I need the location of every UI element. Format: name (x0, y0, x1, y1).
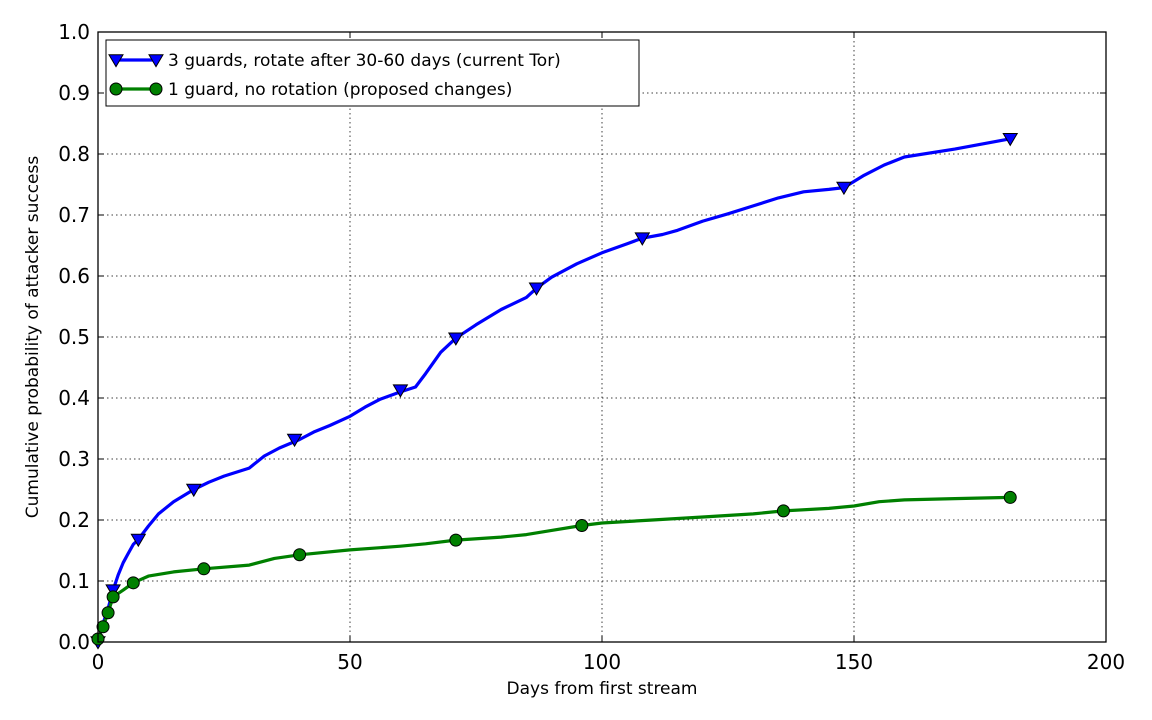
x-axis-label: Days from first stream (507, 679, 698, 699)
data-marker-circle (1003, 490, 1017, 504)
y-tick-label: 0.0 (58, 630, 90, 654)
legend-marker-circle (109, 82, 123, 96)
y-axis-label: Cumulative probability of attacker succe… (23, 156, 43, 519)
tick-layer: 0 50 100 150 200 0.0 0.1 0.2 0.3 0.4 0.5 0.6 0.7 0.8 0… (58, 20, 1125, 674)
x-tick-label: 200 (1087, 650, 1125, 674)
x-tick-label: 150 (835, 650, 873, 674)
x-tick-label: 50 (337, 650, 362, 674)
legend-marker-circle-right (149, 82, 163, 96)
data-marker-circle (776, 504, 790, 518)
y-tick-label: 0.6 (58, 264, 90, 288)
series-line-0 (96, 137, 1012, 644)
y-tick-label: 1.0 (58, 20, 90, 44)
data-marker-triangle (1002, 133, 1019, 147)
data-marker-triangle (634, 232, 651, 246)
y-tick-label: 0.1 (58, 569, 90, 593)
legend-label-blue: 3 guards, rotate after 30-60 days (curre… (168, 51, 561, 71)
data-marker-circle (101, 606, 115, 620)
data-marker-circle (575, 518, 589, 532)
data-marker-triangle (447, 332, 464, 346)
data-marker-circle (106, 590, 120, 604)
legend-box (105, 39, 640, 107)
data-marker-triangle (836, 181, 852, 196)
data-marker-triangle (185, 483, 202, 498)
data-marker-circle (197, 562, 211, 576)
legend-entry-green: 1 guard, no rotation (proposed changes) (109, 80, 512, 100)
data-marker-triangle (130, 533, 147, 548)
x-tick-label: 0 (92, 650, 105, 674)
data-marker-triangle (392, 384, 409, 398)
data-marker-triangle (286, 433, 303, 448)
y-tick-label: 0.9 (58, 81, 90, 105)
legend-label-green: 1 guard, no rotation (proposed changes) (168, 80, 512, 100)
y-tick-label: 0.8 (58, 142, 90, 166)
y-tick-label: 0.7 (58, 203, 90, 227)
series-layer (90, 133, 1019, 650)
data-marker-circle (293, 548, 307, 562)
x-tick-label: 100 (583, 650, 621, 674)
series-line-1 (96, 495, 1012, 641)
data-marker-triangle (528, 282, 545, 296)
grid-layer (98, 32, 1106, 642)
legend-marker-triangle (108, 54, 164, 68)
legend-entry-blue: 3 guards, rotate after 30-60 days (curre… (108, 51, 561, 71)
y-tick-label: 0.5 (58, 325, 90, 349)
y-tick-label: 0.2 (58, 508, 90, 532)
data-marker-circle (126, 576, 140, 590)
legend: 3 guards, rotate after 30-60 days (curre… (105, 39, 640, 107)
y-tick-label: 0.3 (58, 447, 90, 471)
data-marker-circle (96, 620, 110, 634)
y-tick-label: 0.4 (58, 386, 90, 410)
data-marker-circle (449, 533, 463, 547)
